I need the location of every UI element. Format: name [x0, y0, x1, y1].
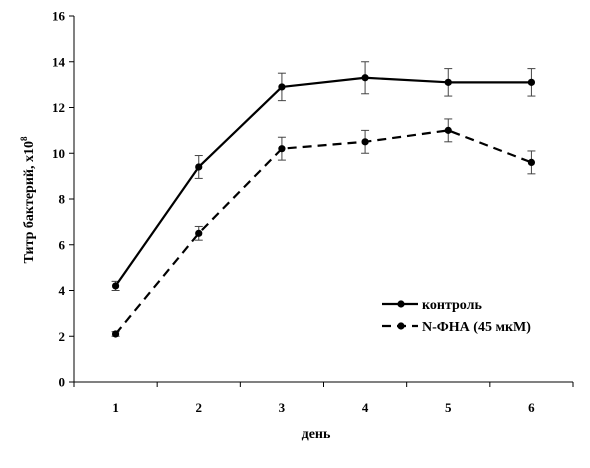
data-point: [195, 229, 203, 237]
y-tick-label: 14: [52, 54, 66, 69]
data-point: [111, 282, 120, 290]
y-axis-title: Титр бактерий, x108: [19, 136, 37, 263]
y-axis-title-main: Титр бактерий, x10: [22, 141, 37, 263]
y-tick-label: 4: [59, 283, 66, 298]
series-line: [114, 129, 532, 335]
data-point: [527, 78, 536, 86]
series-2: [111, 118, 536, 338]
series-layer: [111, 61, 536, 338]
data-point: [278, 145, 286, 153]
y-tick-label: 6: [59, 237, 66, 252]
legend-label: N-ФНА (45 мкМ): [422, 320, 531, 335]
x-tick-label: 1: [112, 400, 119, 415]
y-tick-label: 16: [52, 9, 66, 24]
data-point: [195, 163, 203, 171]
y-tick-label: 8: [59, 192, 66, 207]
x-tick-label: 3: [279, 400, 286, 415]
x-tick-label: 5: [445, 400, 452, 415]
legend-label: контроль: [422, 298, 482, 313]
data-point: [278, 83, 286, 91]
data-point: [361, 74, 369, 82]
legend: контроль N-ФНА (45 мкМ): [382, 298, 531, 335]
x-tick-label: 2: [196, 400, 203, 415]
series-1: [111, 61, 536, 291]
series-line: [114, 76, 532, 287]
legend-swatch-marker: [397, 300, 405, 308]
x-tick-label: 6: [528, 400, 535, 415]
data-point: [527, 158, 536, 166]
y-tick-label: 2: [59, 329, 66, 344]
data-point: [361, 138, 369, 146]
data-point: [444, 78, 452, 86]
x-tick-label: 4: [362, 400, 369, 415]
data-point: [111, 330, 120, 338]
y-tick-label: 10: [52, 146, 65, 161]
x-axis-title: день: [302, 427, 331, 442]
y-axis-title-exponent: 8: [19, 136, 29, 141]
y-tick-label: 0: [59, 375, 66, 390]
data-point: [444, 126, 452, 134]
y-tick-label: 12: [52, 100, 65, 115]
legend-swatch-marker: [397, 322, 405, 330]
